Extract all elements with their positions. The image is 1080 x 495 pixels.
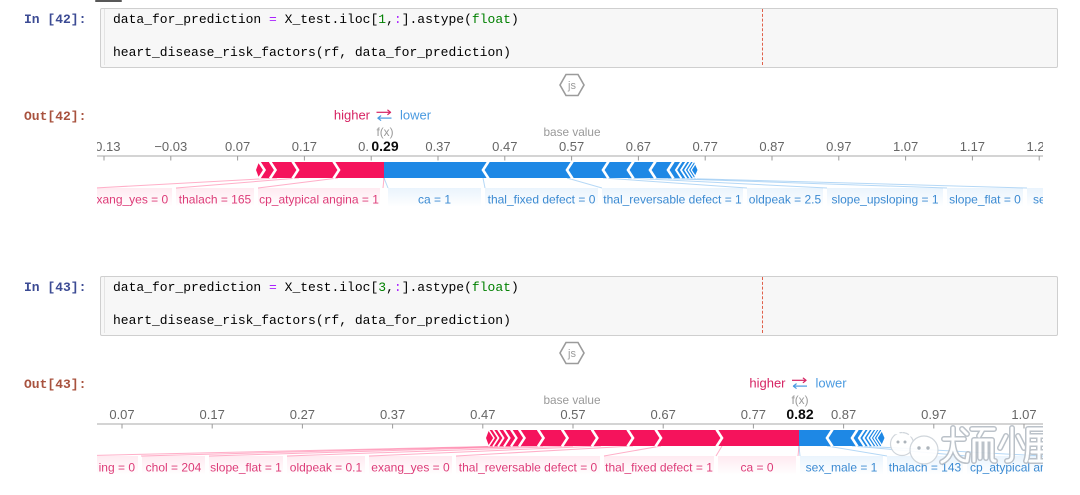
svg-text:0.47: 0.47 [470,407,495,422]
svg-text:0.77: 0.77 [693,139,718,154]
svg-text:lower: lower [816,376,848,391]
svg-text:thal_reversable defect = 1: thal_reversable defect = 1 [603,193,742,207]
svg-text:sex_male = 1: sex_male = 1 [1033,193,1043,207]
svg-text:0.57: 0.57 [560,407,585,422]
svg-text:exang_yes = 0: exang_yes = 0 [371,461,450,475]
svg-text:slope_upsloping = 1: slope_upsloping = 1 [831,193,938,207]
svg-text:js: js [567,80,576,92]
svg-text:1.07: 1.07 [1011,407,1036,422]
svg-text:base value: base value [543,393,600,407]
svg-text:lower: lower [400,108,432,123]
svg-text:1.07: 1.07 [893,139,918,154]
svg-text:0.97: 0.97 [921,407,946,422]
svg-text:0.29: 0.29 [371,138,398,154]
svg-text:base value: base value [543,125,600,139]
svg-text:0.77: 0.77 [741,407,766,422]
svg-text:cp_atypical angina = 1: cp_atypical angina = 1 [259,193,379,207]
svg-text:0.07: 0.07 [109,407,134,422]
svg-text:js: js [567,348,576,360]
svg-text:slope_flat = 1: slope_flat = 1 [210,461,282,475]
svg-text:thalach = 165: thalach = 165 [179,193,252,207]
svg-text:0.87: 0.87 [831,407,856,422]
svg-text:0.47: 0.47 [492,139,517,154]
svg-text:thal_fixed defect = 0: thal_fixed defect = 0 [488,193,596,207]
svg-text:0.17: 0.17 [292,139,317,154]
svg-text:0.27: 0.27 [290,407,315,422]
svg-text:slope_flat = 0: slope_flat = 0 [949,193,1021,207]
svg-text:ca = 0: ca = 0 [740,461,773,475]
svg-text:0.: 0. [358,139,369,154]
svg-text:−0.13: −0.13 [97,139,120,154]
svg-text:0.17: 0.17 [200,407,225,422]
svg-text:−0.03: −0.03 [154,139,187,154]
svg-text:0.37: 0.37 [380,407,405,422]
svg-text:0.82: 0.82 [786,406,813,422]
svg-text:0.67: 0.67 [626,139,651,154]
svg-text:0.87: 0.87 [759,139,784,154]
svg-text:oldpeak = 2.5: oldpeak = 2.5 [749,193,822,207]
svg-text:1.17: 1.17 [960,139,985,154]
svg-text:0.97: 0.97 [826,139,851,154]
svg-text:f(x): f(x) [791,393,808,407]
svg-text:ing = 0: ing = 0 [99,461,136,475]
svg-text:ca = 1: ca = 1 [418,193,451,207]
svg-text:chol = 204: chol = 204 [146,461,202,475]
svg-text:0.07: 0.07 [225,139,250,154]
svg-text:f(x): f(x) [376,125,393,139]
svg-text:0.37: 0.37 [425,139,450,154]
svg-text:higher: higher [749,376,786,391]
svg-text:cp_atypical angina = 1: cp_atypical angina = 1 [970,461,1043,475]
svg-text:1.27: 1.27 [1027,139,1043,154]
svg-text:0.57: 0.57 [559,139,584,154]
svg-text:0.67: 0.67 [651,407,676,422]
svg-text:thal_fixed defect = 1: thal_fixed defect = 1 [605,461,713,475]
svg-text:higher: higher [334,108,371,123]
svg-text:oldpeak = 0.1: oldpeak = 0.1 [290,461,363,475]
svg-text:thal_reversable defect = 0: thal_reversable defect = 0 [459,461,598,475]
svg-text:sex_male = 1: sex_male = 1 [806,461,878,475]
svg-text:exang_yes = 0: exang_yes = 0 [97,193,169,207]
